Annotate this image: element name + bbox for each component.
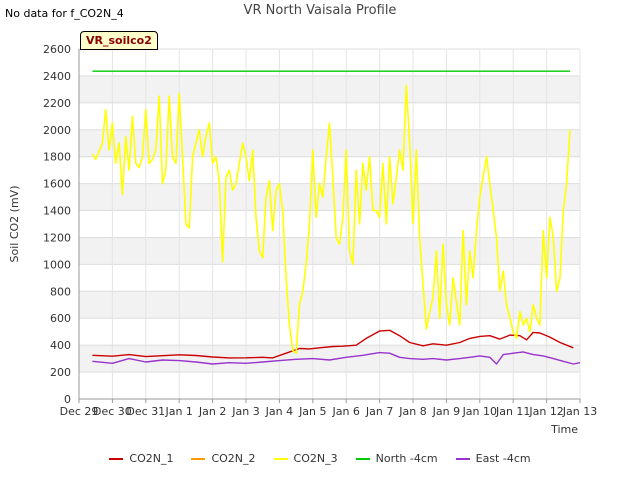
series-line-co2n-3 (91, 84, 571, 354)
y-tick-label: 1200 (43, 231, 71, 244)
x-tick-label: Jan 9 (432, 405, 460, 418)
legend-swatch (455, 457, 470, 460)
legend-label: East -4cm (475, 452, 531, 465)
legend-item[interactable]: CO2N_3 (273, 452, 338, 465)
no-data-notice: No data for f_CO2N_4 (5, 7, 124, 20)
y-tick-label: 1600 (43, 178, 71, 191)
y-tick-label: 2600 (43, 43, 71, 56)
x-tick-label: Jan 11 (495, 405, 530, 418)
series-line-east-4cm (92, 351, 581, 365)
y-tick-label: 200 (50, 366, 71, 379)
grid-band (79, 183, 580, 211)
y-tick-label: 800 (50, 285, 71, 298)
x-tick-label: Jan 10 (462, 405, 497, 418)
y-tick-label: 1400 (43, 205, 71, 218)
legend-label: CO2N_3 (293, 452, 338, 465)
y-tick-label: 2200 (43, 97, 71, 110)
grid-band (79, 75, 580, 103)
x-axis-title: Time (550, 423, 578, 436)
legend-item[interactable]: CO2N_2 (191, 452, 256, 465)
grid-band (79, 345, 580, 373)
y-tick-label: 2400 (43, 70, 71, 83)
legend-swatch (273, 457, 288, 460)
legend-label: North -4cm (375, 452, 438, 465)
y-tick-label: 400 (50, 339, 71, 352)
x-tick-label: Jan 7 (365, 405, 393, 418)
site-label-badge: VR_soilco2 (80, 31, 158, 50)
legend-item[interactable]: North -4cm (355, 452, 438, 465)
y-tick-label: 2000 (43, 124, 71, 137)
x-tick-label: Jan 4 (265, 405, 293, 418)
x-tick-label: Jan 6 (331, 405, 359, 418)
legend-item[interactable]: CO2N_1 (109, 452, 173, 465)
grid-band (79, 291, 580, 319)
legend-label: CO2N_2 (211, 452, 256, 465)
x-tick-label: Jan 2 (198, 405, 226, 418)
y-tick-label: 1800 (43, 151, 71, 164)
x-tick-label: Dec 31 (126, 405, 165, 418)
grid-band (79, 237, 580, 265)
y-tick-label: 600 (50, 312, 71, 325)
chart-title: VR North Vaisala Profile (243, 3, 397, 18)
x-tick-label: Jan 13 (562, 405, 597, 418)
legend-item[interactable]: East -4cm (455, 452, 531, 465)
y-tick-label: 0 (64, 393, 71, 406)
x-tick-label: Jan 3 (231, 405, 259, 418)
legend-swatch (191, 457, 206, 460)
legend: CO2N_1 CO2N_2 CO2N_3 North -4cm East -4cm (0, 452, 640, 465)
x-tick-label: Jan 1 (164, 405, 192, 418)
x-tick-label: Dec 29 (60, 405, 99, 418)
x-tick-label: Dec 30 (93, 405, 132, 418)
legend-label: CO2N_1 (129, 452, 174, 465)
legend-swatch (109, 457, 124, 460)
x-tick-label: Jan 5 (298, 405, 326, 418)
x-tick-label: Jan 12 (528, 405, 563, 418)
legend-swatch (355, 457, 370, 460)
y-tick-label: 1000 (43, 258, 71, 271)
y-axis-title: Soil CO2 (mV) (8, 186, 21, 263)
x-tick-label: Jan 8 (398, 405, 426, 418)
